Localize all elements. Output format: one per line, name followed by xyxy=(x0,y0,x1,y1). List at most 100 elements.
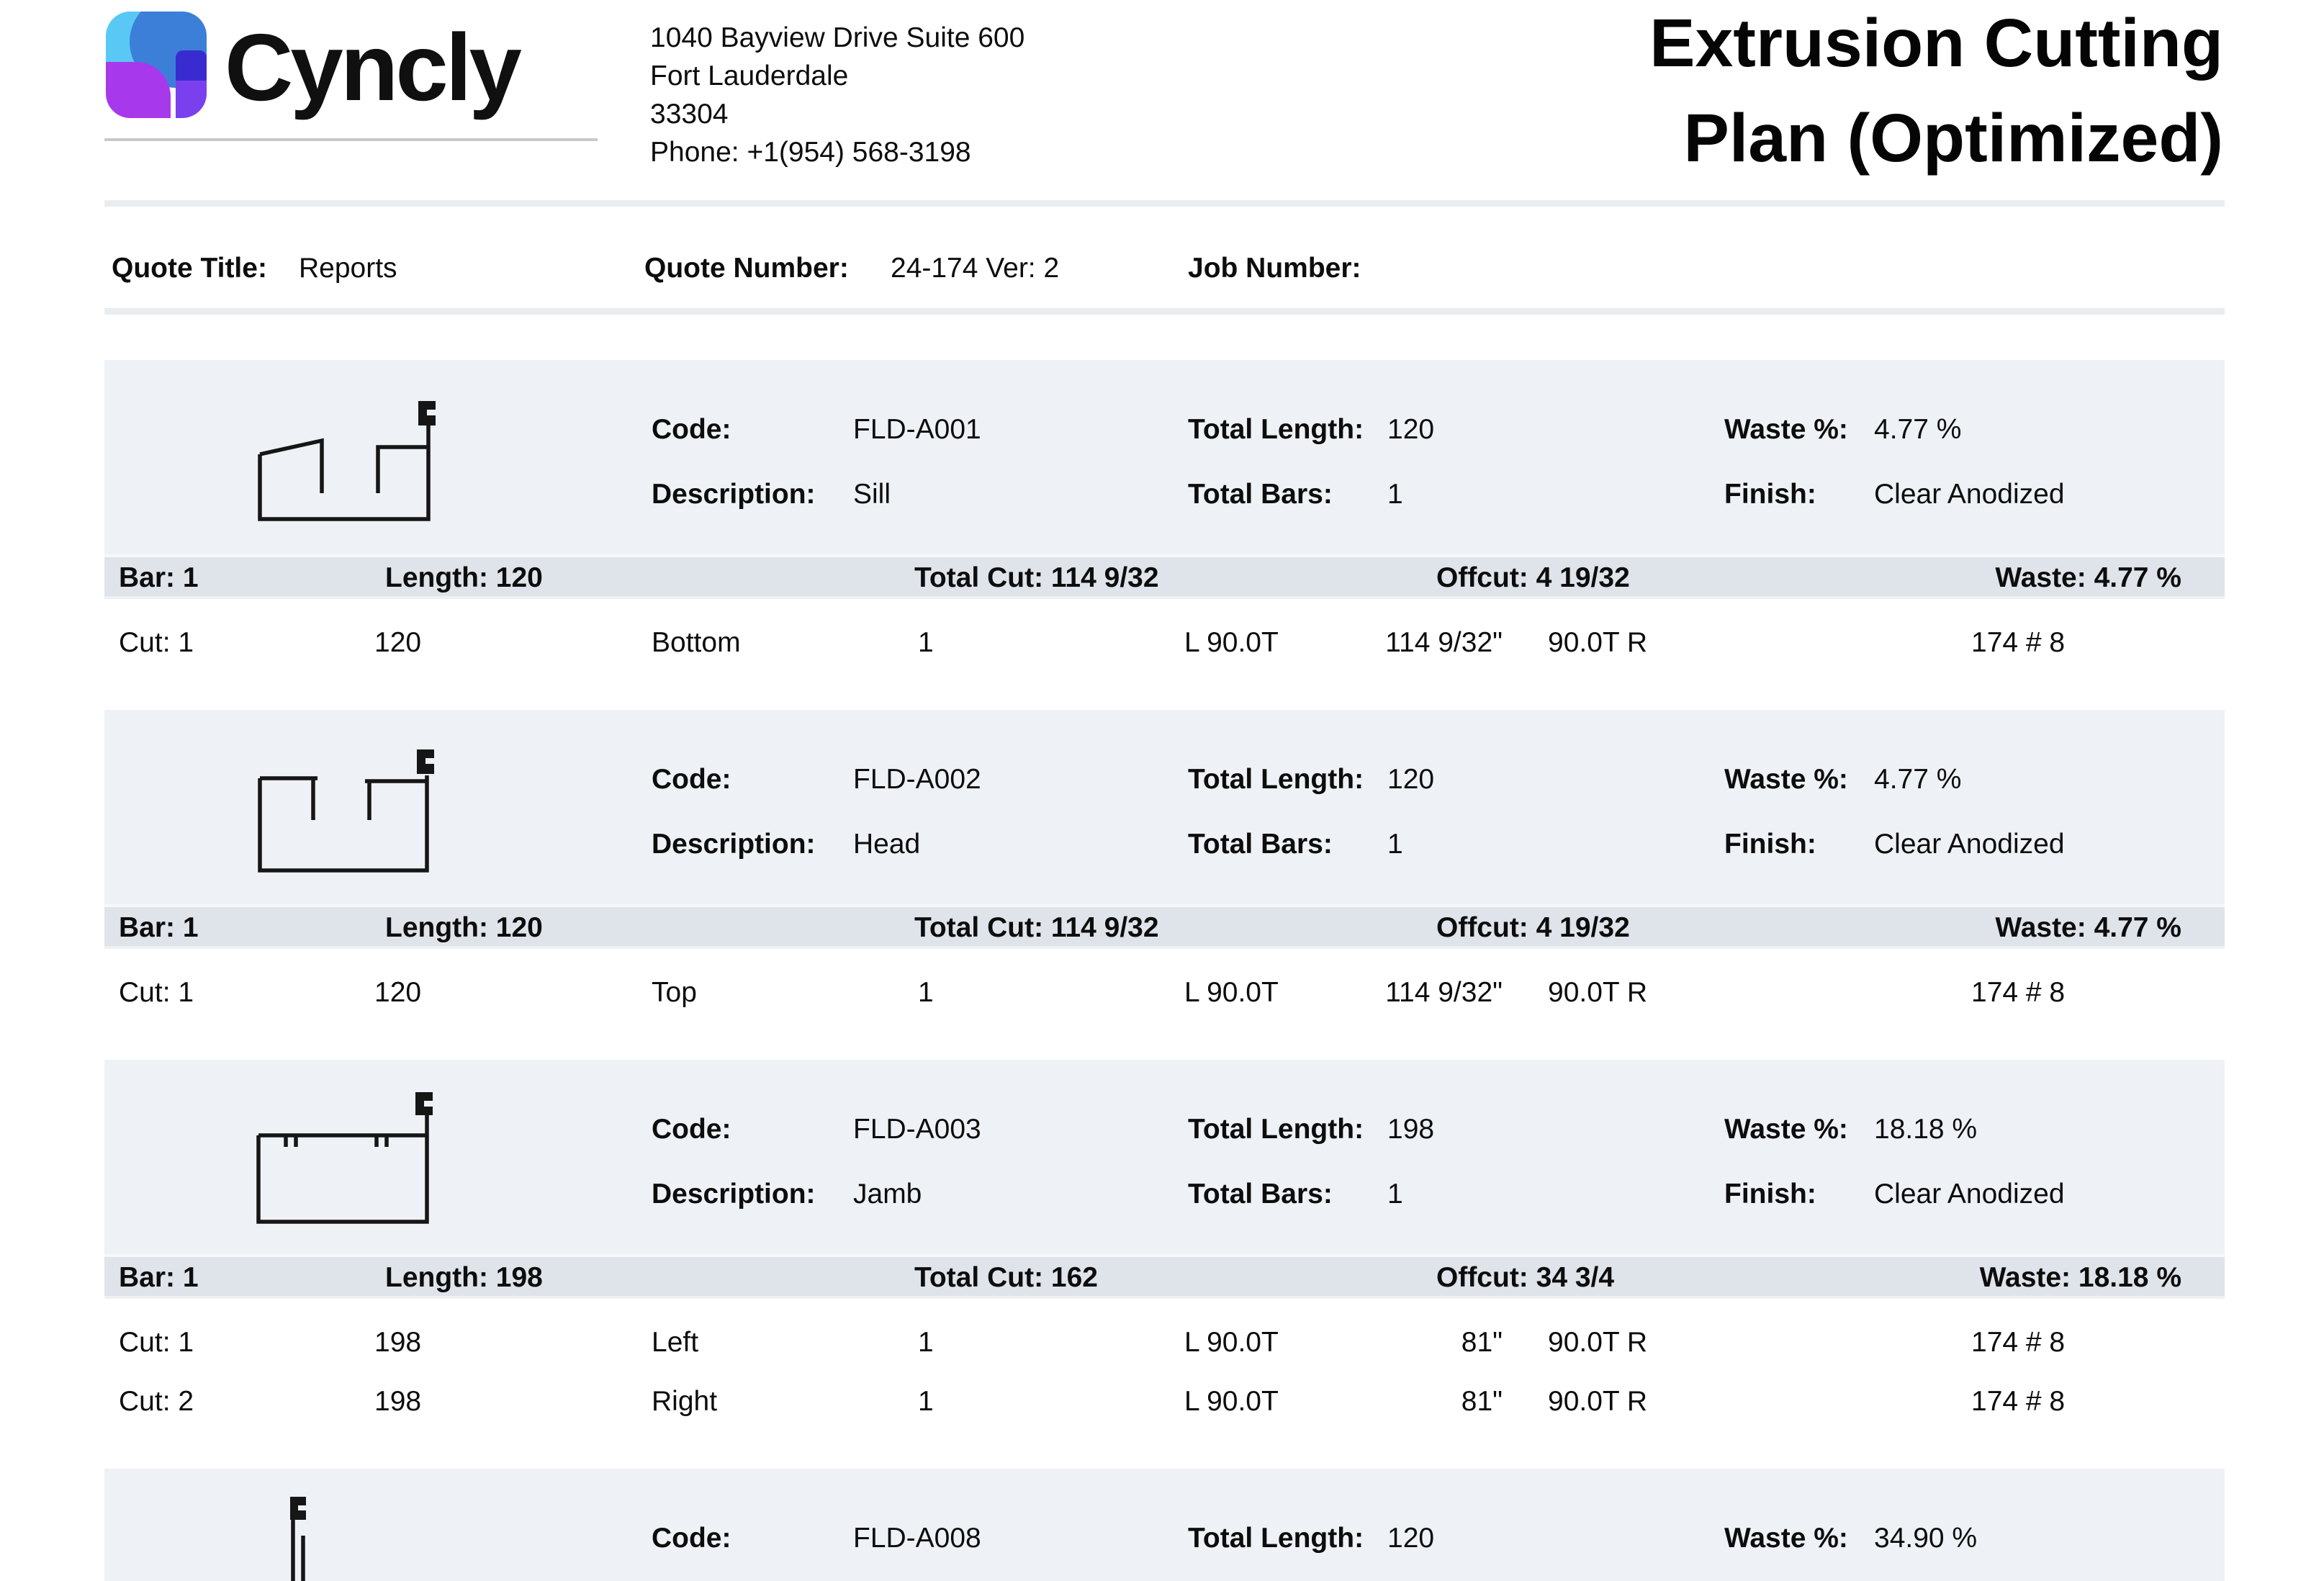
quote-info-row: Quote Title: Reports Quote Number: 24-17… xyxy=(104,243,2225,294)
sill-profile-drawing xyxy=(248,401,436,531)
astragal-profile-drawing xyxy=(290,1497,306,1581)
bar-number: Bar: 1 xyxy=(119,562,199,593)
cut-angle-left: L 90.0T xyxy=(1184,627,1279,658)
cut-angle-right: 90.0T R xyxy=(1548,977,1648,1008)
finish-value: Clear Anodized xyxy=(1874,1179,2065,1210)
jamb-profile-drawing xyxy=(248,1092,433,1231)
page-title: Extrusion Cutting Plan (Optimized) xyxy=(1649,0,2223,186)
code-value: FLD-A002 xyxy=(853,764,981,795)
finish-label: Finish: xyxy=(1724,1578,1816,1581)
page-title-line: Plan (Optimized) xyxy=(1683,100,2223,176)
finish-value: Clear Anodized xyxy=(1874,829,2065,860)
code-value: FLD-A003 xyxy=(853,1114,981,1145)
cut-number: Cut: 1 xyxy=(119,977,194,1008)
section-summary: Code: FLD-A001 Description: Sill Total L… xyxy=(104,360,2225,554)
cut-row: Cut: 1 120 Top 1 L 90.0T 114 9/32" 90.0T… xyxy=(104,963,2225,1022)
description-value: Astragal xyxy=(853,1578,956,1581)
cut-length: 198 xyxy=(374,1327,422,1358)
cut-qty: 1 xyxy=(918,977,934,1008)
cut-reference: 174 # 8 xyxy=(1971,627,2066,658)
bar-number: Bar: 1 xyxy=(119,912,199,943)
code-label: Code: xyxy=(652,764,731,795)
bar-length: Length: 120 xyxy=(385,912,543,943)
waste-pct-label: Waste %: xyxy=(1724,764,1848,795)
bar-offcut: Offcut: 34 3/4 xyxy=(1436,1262,1615,1293)
waste-pct-value: 4.77 % xyxy=(1874,764,1962,795)
cut-angle-right: 90.0T R xyxy=(1548,1327,1648,1358)
bar-number: Bar: 1 xyxy=(119,1262,199,1293)
bar-waste: Waste: 4.77 % xyxy=(1995,562,2181,593)
company-address: 1040 Bayview Drive Suite 600 Fort Lauder… xyxy=(650,19,1024,171)
bar-block: Bar: 1 Length: 120 Total Cut: 114 9/32 O… xyxy=(104,904,2225,1022)
address-line: 33304 xyxy=(650,99,729,130)
description-label: Description: xyxy=(652,1578,816,1581)
total-length-label: Total Length: xyxy=(1188,1523,1364,1554)
profile-drawing xyxy=(248,1492,436,1581)
description-label: Description: xyxy=(652,1179,816,1210)
cut-angle-left: L 90.0T xyxy=(1184,1386,1279,1417)
bar-length: Length: 198 xyxy=(385,1262,543,1293)
bars-list: Bar: 1 Length: 120 Total Cut: 114 9/32 O… xyxy=(104,554,2225,672)
divider xyxy=(104,308,2225,315)
cut-piece: Top xyxy=(652,977,697,1008)
description-value: Head xyxy=(853,829,921,860)
cut-qty: 1 xyxy=(918,627,934,658)
logo-wordmark: Cyncly xyxy=(225,14,522,120)
cut-measure: 81" xyxy=(1461,1386,1503,1417)
finish-value: Clear Anodized xyxy=(1874,1578,2065,1581)
cuts-list: Cut: 1 198 Left 1 L 90.0T 81" 90.0T R 17… xyxy=(104,1299,2225,1431)
extrusion-section: Code: FLD-A003 Description: Jamb Total L… xyxy=(104,1060,2225,1431)
quote-title-value: Reports xyxy=(299,253,397,284)
bar-offcut: Offcut: 4 19/32 xyxy=(1436,562,1630,593)
total-length-value: 120 xyxy=(1387,1523,1435,1554)
cut-qty: 1 xyxy=(918,1327,934,1358)
address-line: 1040 Bayview Drive Suite 600 xyxy=(650,22,1025,53)
code-label: Code: xyxy=(652,1114,731,1145)
extrusion-section: Code: FLD-A008 Description: Astragal Tot… xyxy=(104,1469,2225,1581)
bar-waste: Waste: 4.77 % xyxy=(1995,912,2181,943)
cut-angle-right: 90.0T R xyxy=(1548,1386,1648,1417)
cut-piece: Left xyxy=(652,1327,699,1358)
cut-length: 120 xyxy=(374,627,422,658)
cut-row: Cut: 2 198 Right 1 L 90.0T 81" 90.0T R 1… xyxy=(104,1372,2225,1431)
bar-total-cut: Total Cut: 114 9/32 xyxy=(914,562,1159,593)
bar-total-cut: Total Cut: 162 xyxy=(914,1262,1098,1293)
cut-reference: 174 # 8 xyxy=(1971,977,2066,1008)
bar-summary-row: Bar: 1 Length: 120 Total Cut: 114 9/32 O… xyxy=(104,554,2225,599)
total-length-label: Total Length: xyxy=(1188,764,1364,795)
total-bars-label: Total Bars: xyxy=(1188,829,1333,860)
description-label: Description: xyxy=(652,829,816,860)
total-length-value: 120 xyxy=(1387,764,1435,795)
address-line: Phone: +1(954) 568-3198 xyxy=(650,137,971,168)
cut-angle-left: L 90.0T xyxy=(1184,977,1279,1008)
head-profile-drawing xyxy=(248,749,434,881)
cut-number: Cut: 2 xyxy=(119,1386,194,1417)
logo-underline xyxy=(104,138,598,141)
waste-pct-value: 18.18 % xyxy=(1874,1114,1978,1145)
waste-pct-label: Waste %: xyxy=(1724,1114,1848,1145)
cut-piece: Bottom xyxy=(652,627,741,658)
waste-pct-label: Waste %: xyxy=(1724,1523,1848,1554)
bar-summary-row: Bar: 1 Length: 198 Total Cut: 162 Offcut… xyxy=(104,1254,2225,1299)
code-label: Code: xyxy=(652,414,731,445)
section-summary: Code: FLD-A008 Description: Astragal Tot… xyxy=(104,1469,2225,1581)
total-bars-value: 1 xyxy=(1387,479,1403,510)
cut-angle-left: L 90.0T xyxy=(1184,1327,1279,1358)
code-value: FLD-A001 xyxy=(853,414,981,445)
profile-drawing xyxy=(248,1084,436,1231)
cut-measure: 114 9/32" xyxy=(1385,627,1503,658)
total-length-label: Total Length: xyxy=(1188,414,1364,445)
finish-label: Finish: xyxy=(1724,479,1816,510)
cut-length: 120 xyxy=(374,977,422,1008)
description-value: Sill xyxy=(853,479,891,510)
bar-block: Bar: 1 Length: 120 Total Cut: 114 9/32 O… xyxy=(104,554,2225,672)
bar-total-cut: Total Cut: 114 9/32 xyxy=(914,912,1159,943)
bar-block: Bar: 1 Length: 198 Total Cut: 162 Offcut… xyxy=(104,1254,2225,1431)
page-title-line: Extrusion Cutting xyxy=(1649,5,2223,81)
bars-list: Bar: 1 Length: 120 Total Cut: 114 9/32 O… xyxy=(104,904,2225,1022)
cuts-list: Cut: 1 120 Top 1 L 90.0T 114 9/32" 90.0T… xyxy=(104,949,2225,1022)
cut-number: Cut: 1 xyxy=(119,1327,194,1358)
job-number-label: Job Number: xyxy=(1188,253,1361,284)
bar-waste: Waste: 18.18 % xyxy=(1979,1262,2181,1293)
divider xyxy=(104,200,2225,207)
